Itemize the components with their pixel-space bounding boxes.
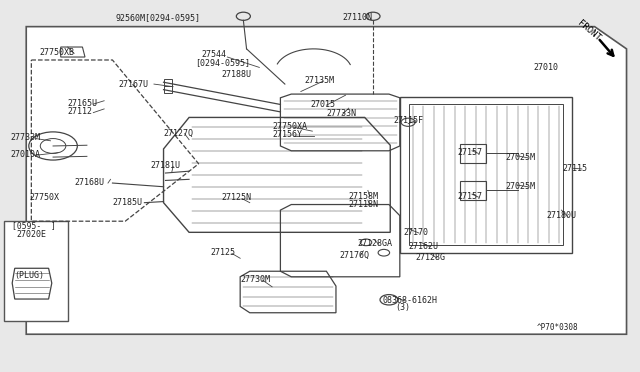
Text: 08368-6162H: 08368-6162H xyxy=(383,296,438,305)
Text: 27125N: 27125N xyxy=(221,193,251,202)
Text: 27157: 27157 xyxy=(458,192,483,201)
Text: 27128G: 27128G xyxy=(416,253,446,262)
Text: 27156Y: 27156Y xyxy=(272,130,302,140)
Polygon shape xyxy=(26,27,627,334)
Text: 27010A: 27010A xyxy=(10,150,40,159)
Text: 27180U: 27180U xyxy=(547,211,577,220)
Text: 27168U: 27168U xyxy=(74,178,104,187)
Text: 27015: 27015 xyxy=(310,100,335,109)
Text: (3): (3) xyxy=(396,303,410,312)
Text: 27750XA: 27750XA xyxy=(272,122,307,131)
Text: 27157: 27157 xyxy=(458,148,483,157)
Text: 27188U: 27188U xyxy=(221,70,251,79)
Text: 27020E: 27020E xyxy=(17,230,47,240)
Text: 27115: 27115 xyxy=(563,164,588,173)
Text: 27115F: 27115F xyxy=(394,116,424,125)
Text: 27128GA: 27128GA xyxy=(357,239,392,248)
Text: 27127Q: 27127Q xyxy=(164,128,193,138)
Text: 27165U: 27165U xyxy=(68,99,98,108)
Text: 27185U: 27185U xyxy=(113,198,143,207)
Text: 27010: 27010 xyxy=(534,63,559,72)
Text: 27025M: 27025M xyxy=(505,153,535,161)
Text: 27170: 27170 xyxy=(403,228,428,237)
Text: 27118N: 27118N xyxy=(349,200,379,209)
Text: 27176Q: 27176Q xyxy=(339,251,369,260)
Text: 27110N: 27110N xyxy=(342,13,372,22)
Text: ^P70*0308: ^P70*0308 xyxy=(537,323,579,332)
Text: 27025M: 27025M xyxy=(505,182,535,190)
Text: 27750XB: 27750XB xyxy=(39,48,74,57)
Text: 27167U: 27167U xyxy=(119,80,149,89)
Text: 27750X: 27750X xyxy=(29,193,60,202)
Text: 27158M: 27158M xyxy=(349,192,379,201)
Text: 27125: 27125 xyxy=(210,248,235,257)
Text: 92560M[0294-0595]: 92560M[0294-0595] xyxy=(116,13,201,22)
Polygon shape xyxy=(4,221,68,321)
Text: 27733M: 27733M xyxy=(10,133,40,142)
Text: 27112: 27112 xyxy=(68,108,93,116)
Text: 27730M: 27730M xyxy=(240,275,270,284)
Text: 27544: 27544 xyxy=(202,50,227,59)
Text: 27733N: 27733N xyxy=(326,109,356,118)
Text: (PLUG): (PLUG) xyxy=(15,271,45,280)
Text: [0595-  ]: [0595- ] xyxy=(12,221,56,230)
Text: FRONT: FRONT xyxy=(575,18,602,42)
Text: 27181U: 27181U xyxy=(151,161,180,170)
Text: [0294-0595]: [0294-0595] xyxy=(195,58,250,67)
Text: 27135M: 27135M xyxy=(304,76,334,85)
Text: 27162U: 27162U xyxy=(408,241,438,250)
